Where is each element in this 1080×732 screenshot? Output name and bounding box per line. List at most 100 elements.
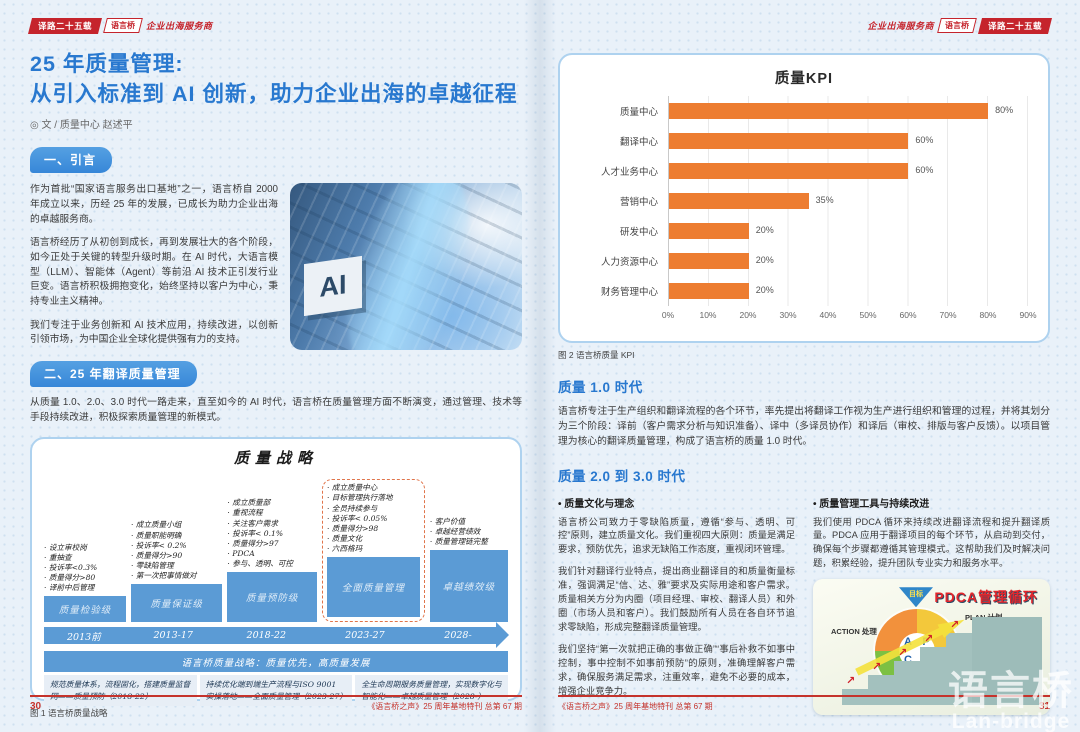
intro-paragraph: 我们专注于业务创新和 AI 技术应用，持续改进，以创新引领市场，为中国企业全球化… [30,319,278,346]
stage-item-list: 成立质量部重视流程关注客户需求投诉率< 0.1%质量得分>97PDCA参与、透明… [227,498,317,569]
kpi-x-tick: 50% [859,310,877,320]
article-title: 25 年质量管理: 从引入标准到 AI 创新，助力企业出海的卓越征程 [30,49,522,109]
kpi-bar [669,193,809,209]
stage-prevention: 成立质量部重视流程关注客户需求投诉率< 0.1%质量得分>97PDCA参与、透明… [227,470,317,623]
kpi-bar-track: 80% [668,96,1028,126]
footer-left: 30 《语言桥之声》25 周年基地特刊 总第 67 期 [30,695,522,712]
kpi-x-tick: 0% [661,310,675,320]
stage-item: 成立质量部 [227,498,317,508]
intro-paragraph: 语言桥经历了从初创到成长，再到发展壮大的各个阶段，如今正处于关键的转型升级时期。… [30,237,278,307]
stair-step [946,633,972,706]
pdca-staircase: ↗ ↗ ↗ ↗ ↗ [842,605,1042,706]
pdca-label-action: ACTION 处理 [831,627,877,637]
heading-quality-1-0: 质量 1.0 时代 [558,380,643,395]
step-up-arrow-icon: ↗ [846,675,856,688]
right-page-header: 企业出海服务商 语言桥 译路二十五载 [558,17,1052,34]
kpi-value-label: 35% [815,195,834,205]
lanbridge-watermark: 语言桥 Lan-bridge [948,671,1074,732]
kpi-value-label: 20% [755,285,774,295]
kpi-category-label: 质量中心 [619,107,658,118]
timeline-period: 2013前 [67,631,101,643]
stage-level-box: 卓越绩效级 [429,550,508,623]
kpi-bar-track: 60% [668,156,1028,186]
stage-level-box: 质量检验级 [44,596,126,623]
stage-item: 六西格玛 [327,544,420,554]
lanbridge-logo: 语言桥 [103,18,143,33]
stage-item: 目标管理执行落地 [327,493,420,503]
watermark-english: Lan-bridge [951,710,1071,732]
stage-item-list: 客户价值卓越经营绩效质量管理链完整 [430,517,508,548]
stair-step [868,675,894,706]
stage-assurance: 成立质量小组质量职能明确投诉率< 0.2%质量得分>90零缺陷管理第一次把事情做… [130,470,223,623]
kpi-bar-track: 60% [668,126,1028,156]
kpi-value-label: 80% [995,105,1014,115]
figure1-title: 质量战略 [233,449,318,468]
stage-item: 成立质量小组 [131,520,222,530]
step-up-arrow-icon: ↗ [898,647,908,660]
highlight-dashed-border: 成立质量中心目标管理执行落地全员持续参与投诉率< 0.05%质量得分>98质量文… [321,479,425,623]
kpi-bar-track: 20% [668,246,1028,276]
stage-item: 投诉率< 0.1% [227,529,317,539]
stair-step [894,661,920,706]
header-tagline: 企业出海服务商 [867,21,934,31]
kpi-bar [669,223,749,239]
stage-item: 关注客户需求 [227,519,317,529]
pdca-letter-a: A [904,636,912,649]
strategy-stages: 设立审校岗重抽查投诉率<0.3%质量得分>80译前中后管理 质量检验级 成立质量… [44,470,508,623]
kpi-x-tick: 30% [779,310,797,320]
stage-item: 设立审校岗 [44,543,126,553]
ai-chip-label: AI [304,256,362,317]
stage-item: 卓越经营绩效 [430,527,508,537]
culture-heading: • 质量文化与理念 [558,498,635,510]
stage-inspection: 设立审校岗重抽查投诉率<0.3%质量得分>80译前中后管理 质量检验级 [44,470,126,623]
page-gutter-shadow [524,0,556,732]
lanbridge-logo: 语言桥 [937,18,977,33]
stage-item: 质量得分>98 [327,524,420,534]
kpi-category-label: 翻译中心 [619,137,658,148]
stage-item: 质量得分>90 [131,551,222,561]
kpi-bar-track: 35% [668,186,1028,216]
page-number: 31 [1038,701,1050,712]
kpi-bar-track: 20% [668,216,1028,246]
two-column-section: • 质量文化与理念 语言桥公司致力于零缺陷质量，遵循“参与、透明、可控”原则，建… [558,495,1050,716]
figure2-caption: 图 2 语言桥质量 KPI [558,350,635,360]
figure2-kpi-chart: 质量KPI 质量中心 80% 翻译中心 60% 人才业务中心 60% 营销中心 35% 研发中心… [558,53,1050,343]
section-heading-quality: 二、25 年翻译质量管理 [30,361,197,388]
stage-item: PDCA [227,549,317,559]
column-culture: • 质量文化与理念 语言桥公司致力于零缺陷质量，遵循“参与、透明、可控”原则，建… [558,495,795,716]
ai-technology-image: AI [290,183,522,351]
timeline-period: 2013-17 [153,630,193,642]
anniversary-badge: 译路二十五载 [28,17,103,34]
stage-item: 零缺陷管理 [131,561,222,571]
stage-item: 重抽查 [44,553,126,563]
intro-section: 作为首批“国家语言服务出口基地”之一，语言桥自 2000 年成立以来，历经 25… [30,183,522,357]
kpi-value-label: 60% [915,135,934,145]
figure1-quality-strategy: 质量战略 设立审校岗重抽查投诉率<0.3%质量得分>80译前中后管理 质量检验级… [30,437,522,707]
tools-heading: • 质量管理工具与持续改进 [813,498,930,510]
stage-item: 全员持续参与 [327,504,420,514]
kpi-bar [669,163,909,179]
timeline-period: 2023-27 [345,630,385,642]
kpi-value-label: 60% [915,165,934,175]
stage-item: 质量得分>80 [44,573,126,583]
culture-paragraph: 我们坚持“第一次就把正确的事做正确”“事后补救不如事中控制，事中控制不如事前预防… [558,644,795,696]
stage-item-list: 成立质量中心目标管理执行落地全员持续参与投诉率< 0.05%质量得分>98质量文… [327,483,420,554]
kpi-bar-row: 营销中心 35% [580,186,1028,216]
kpi-bar-row: 研发中心 20% [580,216,1028,246]
article-title-line2: 从引入标准到 AI 创新，助力企业出海的卓越征程 [30,82,518,107]
stage-item: 质量管理链完整 [430,537,508,547]
stair-step [972,617,1042,706]
kpi-bar [669,253,749,269]
quality-1-0-paragraph: 语言桥专注于生产组织和翻译流程的各个环节，率先提出将翻译工作视为生产进行组织和管… [558,406,1050,448]
timeline-arrow: 2013前 2013-17 2018-22 2023-27 2028- [44,622,509,649]
pdca-letter-c: C [904,654,912,667]
stage-item: 投诉率< 0.2% [131,541,222,551]
stage-level-box: 质量预防级 [227,572,317,623]
footer-right: 《语言桥之声》25 周年基地特刊 总第 67 期 31 [558,695,1050,712]
kpi-category-label: 财务管理中心 [600,287,658,298]
heading-quality-2-3: 质量 2.0 到 3.0 时代 [558,468,686,484]
section-heading-intro: 一、引言 [30,147,113,174]
culture-paragraph: 我们针对翻译行业特点，提出商业翻译目的和质量衡量标准，强调满足“信、达、雅”要求… [558,566,795,633]
pdca-goal-flag: 目标 [899,587,933,608]
